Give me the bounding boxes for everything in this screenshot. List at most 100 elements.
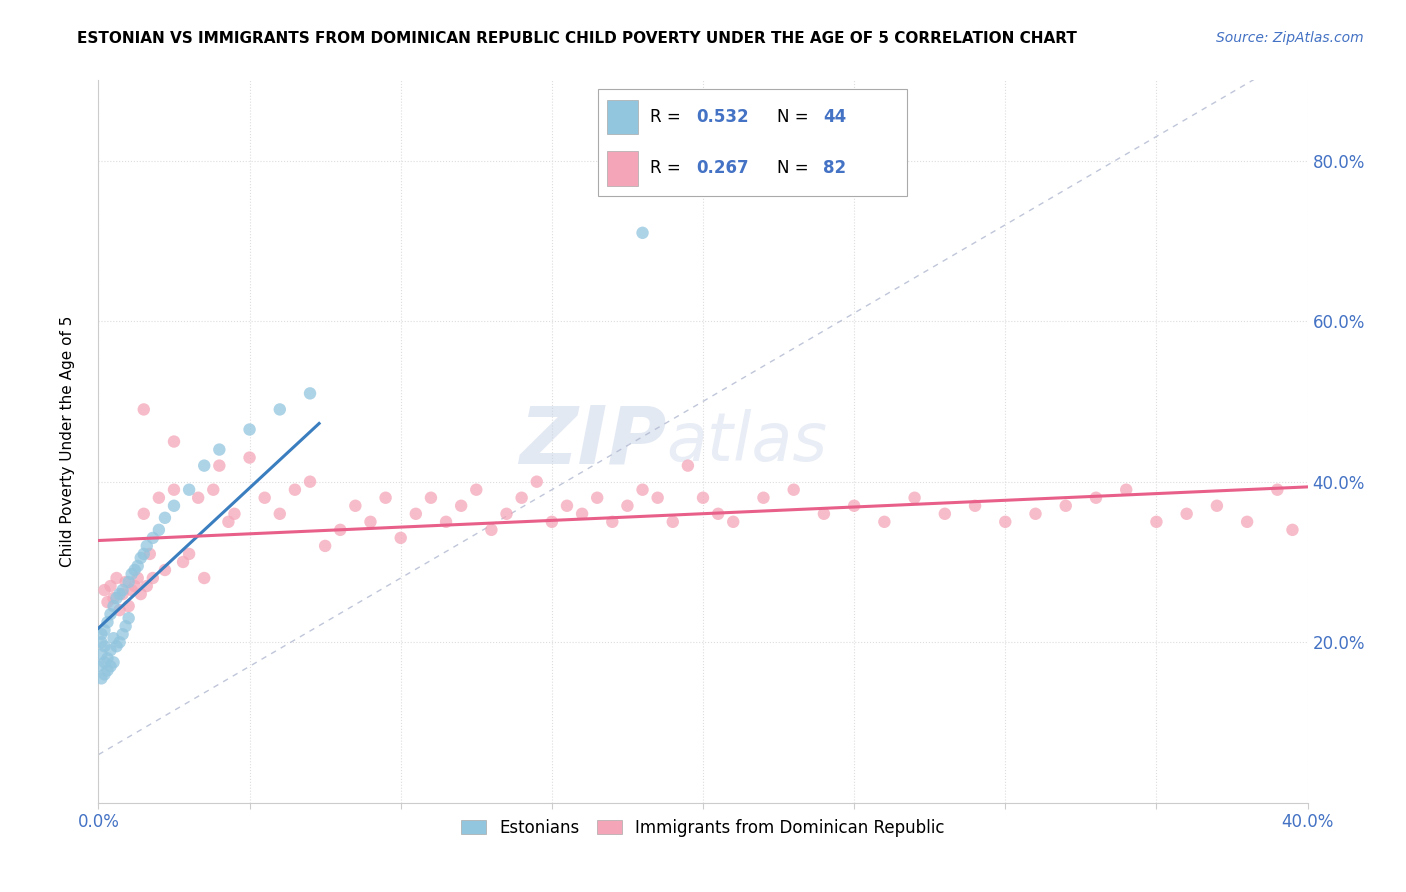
Point [208,458,231,473]
Point [1054,499,1077,513]
Point [510,491,533,505]
Point [420,491,443,505]
Text: ZIP: ZIP [519,402,666,481]
Point [450,499,472,513]
Point [108,587,131,601]
Text: 0.532: 0.532 [696,108,749,126]
Point [389,531,412,545]
Point [329,523,352,537]
Point [752,491,775,505]
Point [96,651,118,665]
Text: 0.267: 0.267 [696,160,749,178]
Point [114,619,136,633]
Point [239,450,262,465]
Point [127,571,149,585]
Point [217,515,239,529]
Point [148,523,170,537]
Point [124,579,146,593]
Text: Source: ZipAtlas.com: Source: ZipAtlas.com [1216,31,1364,45]
Point [405,507,427,521]
Point [661,515,683,529]
FancyBboxPatch shape [598,89,907,196]
Point [103,591,125,605]
Text: 82: 82 [824,160,846,178]
Point [108,603,131,617]
Point [90,635,112,649]
Point [96,615,118,630]
Point [132,547,155,561]
Point [108,635,131,649]
Point [187,491,209,505]
Point [586,491,609,505]
Point [96,595,118,609]
Point [121,583,143,598]
Point [434,515,457,529]
Point [172,555,194,569]
Point [269,402,291,417]
Point [129,587,152,601]
Point [374,491,396,505]
Point [692,491,714,505]
Point [132,507,155,521]
Point [93,639,115,653]
Point [100,659,122,673]
Point [118,599,141,614]
Point [179,547,201,561]
Point [1024,507,1046,521]
Point [481,523,503,537]
Point [124,563,146,577]
Point [103,599,125,614]
Y-axis label: Child Poverty Under the Age of 5: Child Poverty Under the Age of 5 [60,316,75,567]
Point [142,531,165,545]
Point [602,515,624,529]
Point [284,483,307,497]
Point [118,611,141,625]
Point [526,475,548,489]
Point [93,667,115,681]
Point [676,458,699,473]
Text: ESTONIAN VS IMMIGRANTS FROM DOMINICAN REPUBLIC CHILD POVERTY UNDER THE AGE OF 5 : ESTONIAN VS IMMIGRANTS FROM DOMINICAN RE… [77,31,1077,46]
Point [344,499,367,513]
Point [142,571,165,585]
Point [1085,491,1108,505]
Point [121,567,143,582]
Point [269,507,291,521]
Point [132,402,155,417]
Point [540,515,562,529]
Point [100,607,122,621]
Point [631,483,654,497]
Point [813,507,835,521]
Point [360,515,382,529]
Point [1115,483,1137,497]
Point [90,671,112,685]
Point [163,483,186,497]
Point [105,639,128,653]
Legend: Estonians, Immigrants from Dominican Republic: Estonians, Immigrants from Dominican Rep… [453,810,953,845]
Point [299,475,322,489]
Point [707,507,730,521]
Point [495,507,517,521]
Point [179,483,201,497]
Point [148,491,170,505]
Point [994,515,1017,529]
Point [965,499,987,513]
Point [224,507,246,521]
FancyBboxPatch shape [607,100,638,134]
Point [118,574,141,589]
Point [314,539,336,553]
Point [153,563,176,577]
Point [202,483,225,497]
Point [153,510,176,524]
Point [93,583,115,598]
Point [111,587,134,601]
Point [1206,499,1229,513]
Point [1281,523,1303,537]
Text: R =: R = [650,160,686,178]
Point [111,627,134,641]
Point [105,571,128,585]
Point [239,422,262,436]
Point [571,507,593,521]
Text: atlas: atlas [666,409,828,475]
Text: N =: N = [778,160,814,178]
Point [129,550,152,566]
